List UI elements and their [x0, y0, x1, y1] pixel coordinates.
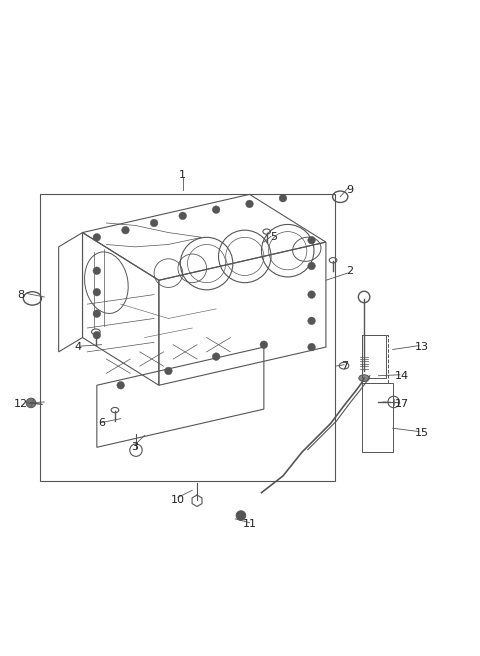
Bar [362, 335, 385, 378]
Circle shape [93, 331, 101, 339]
Text: 11: 11 [242, 519, 256, 529]
Circle shape [308, 262, 315, 270]
Circle shape [179, 212, 187, 220]
Circle shape [308, 343, 315, 351]
Text: 1: 1 [179, 171, 186, 180]
Text: 9: 9 [346, 184, 353, 195]
Text: 2: 2 [346, 266, 353, 276]
Text: 14: 14 [395, 371, 409, 380]
Text: 13: 13 [414, 342, 428, 352]
Circle shape [308, 236, 315, 244]
Text: 17: 17 [395, 400, 409, 409]
Circle shape [121, 226, 129, 234]
Circle shape [246, 200, 253, 208]
Text: 4: 4 [74, 342, 81, 352]
Circle shape [93, 289, 101, 296]
Circle shape [93, 310, 101, 318]
Circle shape [26, 398, 36, 407]
Circle shape [308, 291, 315, 298]
Text: 6: 6 [98, 419, 105, 428]
Circle shape [260, 341, 268, 348]
Text: 12: 12 [13, 400, 27, 409]
Circle shape [93, 234, 101, 241]
Circle shape [93, 267, 101, 275]
Text: 5: 5 [270, 232, 277, 242]
Text: 10: 10 [171, 495, 185, 505]
Circle shape [279, 194, 287, 202]
Text: 15: 15 [414, 428, 428, 438]
Circle shape [212, 206, 220, 213]
Text: 7: 7 [341, 361, 348, 371]
Circle shape [212, 353, 220, 360]
Circle shape [150, 219, 158, 227]
Circle shape [165, 367, 172, 375]
Bar [39, 194, 336, 481]
Circle shape [308, 317, 315, 325]
Circle shape [117, 381, 124, 389]
Text: 8: 8 [17, 289, 24, 300]
Bar [362, 335, 388, 383]
Ellipse shape [359, 375, 369, 381]
Circle shape [236, 511, 246, 520]
Text: 3: 3 [132, 442, 139, 452]
Bar [362, 383, 393, 452]
